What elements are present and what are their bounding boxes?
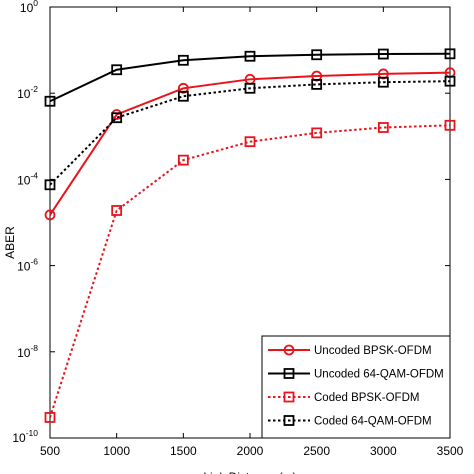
series-3-point [44, 412, 56, 423]
x-tick-label: 3000 [370, 444, 397, 458]
y-tick-label: 100 [20, 0, 38, 15]
series-line-3 [49, 124, 451, 418]
series-line-1 [49, 71, 451, 216]
series-3-point [244, 136, 256, 148]
x-tick-label: 1500 [170, 444, 197, 458]
x-tick-label: 500 [40, 444, 60, 458]
legend-label: Uncoded BPSK-OFDM [314, 345, 432, 357]
series-3-point [444, 119, 456, 131]
series-2-point [177, 54, 189, 66]
legend-marker [283, 368, 295, 379]
series-2-point [44, 95, 56, 107]
legend-label: Coded 64-QAM-OFDM [314, 416, 432, 428]
series-1-point [44, 209, 56, 221]
legend-marker [283, 391, 295, 403]
y-tick-label: 10-4 [17, 170, 38, 187]
series-line-2 [49, 52, 451, 103]
x-axis-title: Link Distance (m) [203, 470, 296, 474]
y-tick-label: 10-8 [17, 343, 38, 360]
series-4-point [111, 112, 123, 124]
series-2-point [311, 49, 323, 61]
y-tick-label: 10-6 [17, 257, 38, 274]
x-tick-label: 2000 [237, 444, 264, 458]
legend-label: Uncoded 64-QAM-OFDM [314, 369, 444, 381]
x-tick-label: 1000 [103, 444, 130, 458]
series-2-point [244, 50, 256, 62]
series-4-point [44, 179, 56, 191]
legend-label: Coded BPSK-OFDM [314, 392, 419, 404]
series-4-point [177, 90, 189, 102]
y-tick-label: 10-2 [17, 84, 38, 101]
series-2-point [444, 48, 456, 60]
series-3-point [377, 122, 389, 133]
series-line-4 [49, 80, 451, 186]
series-4-point [444, 75, 456, 87]
y-tick-label: 10-10 [12, 428, 38, 445]
x-tick-label: 3500 [437, 444, 464, 458]
series-4-point [244, 82, 256, 94]
series-2-point [111, 64, 123, 76]
legend-marker [283, 344, 295, 356]
series-3-point [177, 154, 189, 166]
series-3-point [311, 127, 323, 139]
series-1-point [177, 82, 189, 94]
series-4-point [311, 79, 323, 90]
legend-marker [283, 415, 295, 426]
y-axis-title: ABER [3, 226, 17, 259]
series-2-point [377, 48, 389, 60]
x-tick-label: 2500 [303, 444, 330, 458]
series-4-point [377, 76, 389, 88]
series-3-point [111, 205, 123, 216]
